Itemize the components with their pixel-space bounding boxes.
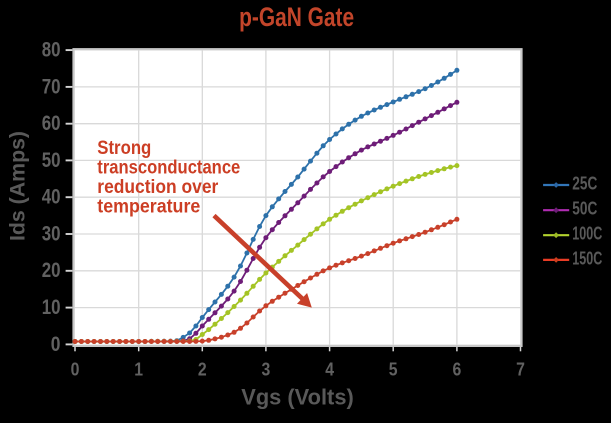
svg-text:10: 10 xyxy=(42,296,61,319)
svg-text:p-GaN Gate: p-GaN Gate xyxy=(239,2,354,32)
svg-text:3: 3 xyxy=(262,359,271,380)
svg-text:0: 0 xyxy=(51,333,61,356)
svg-text:2: 2 xyxy=(198,359,207,380)
svg-text:40: 40 xyxy=(42,186,61,209)
svg-text:5: 5 xyxy=(389,359,398,380)
svg-text:transconductance: transconductance xyxy=(97,158,240,179)
svg-text:Ids (Amps): Ids (Amps) xyxy=(6,131,30,241)
svg-text:50C: 50C xyxy=(572,199,597,219)
svg-text:7: 7 xyxy=(516,359,525,380)
svg-text:6: 6 xyxy=(453,359,462,380)
svg-text:temperature: temperature xyxy=(97,197,200,218)
svg-text:20: 20 xyxy=(42,259,61,282)
svg-text:Vgs (Volts): Vgs (Volts) xyxy=(241,385,354,410)
svg-text:reduction over: reduction over xyxy=(97,177,219,198)
svg-text:4: 4 xyxy=(325,359,334,380)
svg-text:Strong: Strong xyxy=(97,138,151,159)
svg-text:100C: 100C xyxy=(572,224,602,244)
svg-text:1: 1 xyxy=(134,359,143,380)
svg-text:80: 80 xyxy=(42,39,61,62)
svg-text:30: 30 xyxy=(42,222,61,245)
svg-text:25C: 25C xyxy=(572,173,597,193)
svg-text:50: 50 xyxy=(42,149,61,172)
svg-text:60: 60 xyxy=(42,112,61,135)
svg-text:0: 0 xyxy=(71,359,80,380)
svg-text:70: 70 xyxy=(42,75,61,98)
svg-text:150C: 150C xyxy=(572,248,602,268)
